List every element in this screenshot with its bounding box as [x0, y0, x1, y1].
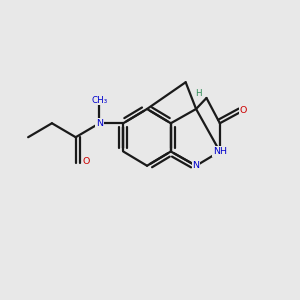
- Text: CH₃: CH₃: [91, 96, 108, 105]
- Text: NH: NH: [213, 147, 227, 156]
- Text: O: O: [240, 106, 247, 115]
- Text: N: N: [193, 161, 200, 170]
- Text: H: H: [195, 89, 202, 98]
- Text: O: O: [82, 158, 90, 166]
- Text: N: N: [96, 119, 103, 128]
